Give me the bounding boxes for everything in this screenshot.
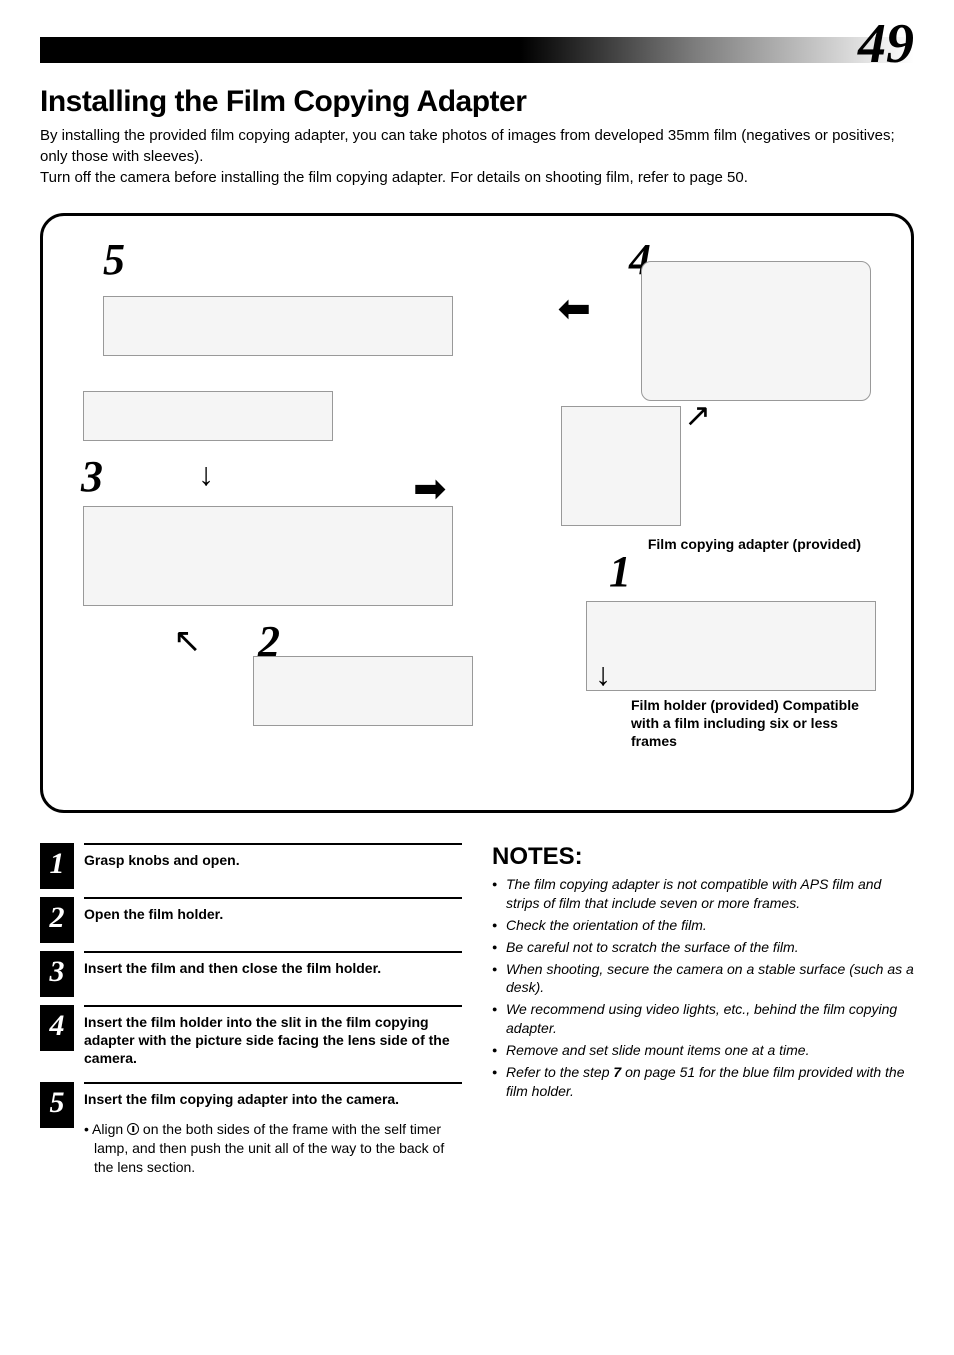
- diagram-step-5: 5: [103, 234, 125, 285]
- film-negative-illustration: [83, 391, 333, 441]
- step-text-1: Grasp knobs and open.: [84, 843, 462, 875]
- step-text-2: Open the film holder.: [84, 897, 462, 929]
- instructions-column: 1 Grasp knobs and open. 2 Open the film …: [40, 843, 462, 1184]
- instruction-step-4: 4 Insert the film holder into the slit i…: [40, 1005, 462, 1074]
- note-last-pre: Refer to the step: [506, 1064, 613, 1080]
- notes-column: NOTES: The film copying adapter is not c…: [492, 843, 914, 1184]
- arrow-up-right-icon: ↗: [684, 396, 711, 434]
- note-item: Be careful not to scratch the surface of…: [492, 938, 914, 957]
- instruction-step-1: 1 Grasp knobs and open.: [40, 843, 462, 889]
- adapter-illustration: [561, 406, 681, 526]
- arrow-down-icon: ↓: [198, 456, 214, 493]
- header-bar: 49: [40, 30, 914, 70]
- step-number-5: 5: [40, 1082, 74, 1128]
- step-number-3: 3: [40, 951, 74, 997]
- note-item-last: Refer to the step 7 on page 51 for the b…: [492, 1063, 914, 1101]
- arrow-left-icon: ⬅: [557, 286, 591, 332]
- content-columns: 1 Grasp knobs and open. 2 Open the film …: [40, 843, 914, 1184]
- note-item: The film copying adapter is not compatib…: [492, 875, 914, 913]
- step-text-3: Insert the film and then close the film …: [84, 951, 462, 983]
- arrow-up-left-icon: ↖: [173, 621, 202, 661]
- diagram-step-3: 3: [81, 451, 103, 502]
- instruction-step-5: 5 Insert the film copying adapter into t…: [40, 1082, 462, 1177]
- note-item: We recommend using video lights, etc., b…: [492, 1000, 914, 1038]
- intro-line-2: Turn off the camera before installing th…: [40, 167, 914, 188]
- note-item: Remove and set slide mount items one at …: [492, 1041, 914, 1060]
- holder-label: Film holder (provided) Compatible with a…: [631, 696, 881, 751]
- arrow-down-left-icon: ↓: [595, 656, 611, 693]
- header-gradient: [40, 37, 914, 63]
- camera-illustration: [641, 261, 871, 401]
- note-item: When shooting, secure the camera on a st…: [492, 960, 914, 998]
- page-number: 49: [858, 22, 914, 67]
- film-holder-knobs-illustration: [586, 601, 876, 691]
- diagram-step-1: 1: [609, 546, 631, 597]
- align-marker-icon: [127, 1123, 139, 1135]
- film-holder-closed-illustration: [103, 296, 453, 356]
- intro-text: By installing the provided film copying …: [40, 125, 914, 188]
- notes-list: The film copying adapter is not compatib…: [492, 875, 914, 1101]
- step-number-4: 4: [40, 1005, 74, 1051]
- step-text-4: Insert the film holder into the slit in …: [84, 1005, 462, 1074]
- instruction-step-3: 3 Insert the film and then close the fil…: [40, 951, 462, 997]
- step5-bullet-pre: • Align: [84, 1121, 127, 1137]
- intro-line-1: By installing the provided film copying …: [40, 125, 914, 167]
- step-number-1: 1: [40, 843, 74, 889]
- arrow-right-icon: ➡: [413, 466, 447, 512]
- step5-bullet-post: on the both sides of the frame with the …: [94, 1121, 444, 1175]
- step-text-5: Insert the film copying adapter into the…: [84, 1082, 462, 1114]
- step-number-2: 2: [40, 897, 74, 943]
- note-item: Check the orientation of the film.: [492, 916, 914, 935]
- instruction-step-2: 2 Open the film holder.: [40, 897, 462, 943]
- diagram-frame: 5 4 3 2 1 Film copying adapter (provided…: [40, 213, 914, 813]
- main-title: Installing the Film Copying Adapter: [40, 85, 914, 119]
- adapter-label: Film copying adapter (provided): [648, 536, 861, 552]
- steps-container: 1 Grasp knobs and open. 2 Open the film …: [40, 843, 462, 1176]
- film-holder-half-illustration: [253, 656, 473, 726]
- film-holder-open-illustration: [83, 506, 453, 606]
- step-5-bullet: • Align on the both sides of the frame w…: [84, 1120, 462, 1177]
- notes-title: NOTES:: [492, 843, 914, 871]
